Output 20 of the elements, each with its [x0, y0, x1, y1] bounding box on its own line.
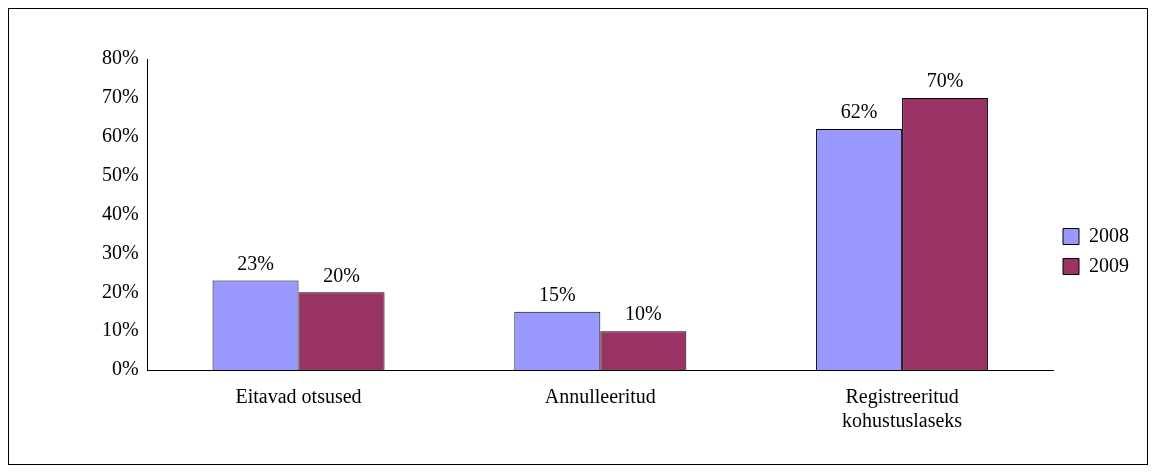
y-tick-label: 20% — [101, 279, 139, 302]
y-tick-label: 80% — [101, 46, 139, 69]
legend-label: 2009 — [1089, 253, 1129, 276]
y-tick-label: 0% — [111, 357, 139, 380]
data-label: 70% — [926, 69, 964, 92]
x-tick-label: Annulleeritud — [544, 385, 656, 408]
data-label: 10% — [625, 302, 662, 325]
y-tick-label: 30% — [101, 240, 139, 263]
data-label: 20% — [323, 263, 360, 286]
x-tick-label: Registreeritud kohustuslaseks — [842, 385, 963, 432]
y-tick-label: 70% — [101, 85, 139, 108]
y-tick-label: 60% — [101, 124, 139, 146]
data-label: 15% — [538, 282, 576, 305]
x-tick-label: Eitavad otsused — [235, 385, 362, 408]
data-label: 62% — [840, 100, 878, 123]
y-tick-label: 50% — [101, 162, 139, 185]
y-tick-label: 40% — [101, 201, 139, 224]
y-tick-label: 10% — [101, 318, 139, 341]
data-label: 23% — [237, 251, 274, 274]
legend-label: 2008 — [1089, 223, 1129, 246]
